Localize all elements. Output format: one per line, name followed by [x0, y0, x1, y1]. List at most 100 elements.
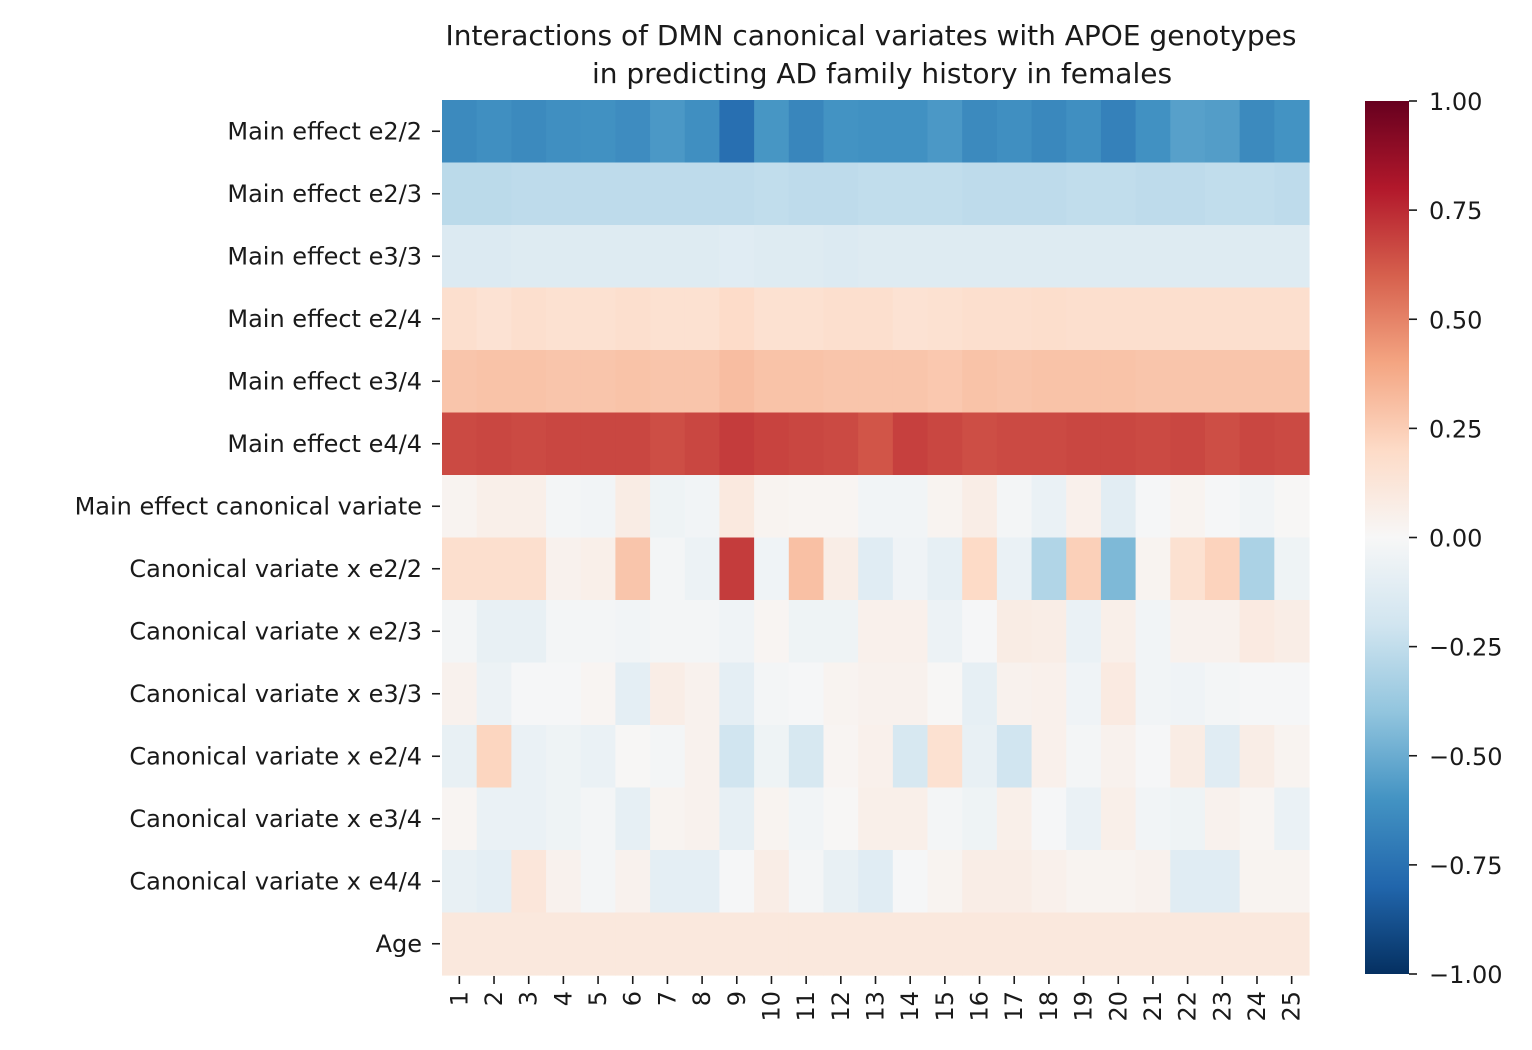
heatmap-cell: [927, 537, 963, 601]
heatmap-cell: [1031, 225, 1067, 289]
heatmap-cell: [1066, 912, 1102, 976]
heatmap-cell: [892, 850, 929, 914]
heatmap-cell: [892, 350, 929, 414]
heatmap-cell: [962, 225, 998, 289]
heatmap-cell: [684, 725, 721, 789]
heatmap-cell: [996, 475, 1033, 539]
heatmap-cell: [511, 225, 547, 289]
heatmap-cell: [1066, 100, 1102, 164]
heatmap-cell: [1031, 787, 1067, 851]
heatmap-cell: [927, 725, 963, 789]
heatmap-cell: [476, 350, 512, 414]
row-label: Canonical variate x e2/2: [129, 555, 422, 583]
heatmap-cell: [1135, 600, 1171, 664]
heatmap-cell: [892, 412, 929, 476]
heatmap-cell: [1204, 600, 1241, 664]
heatmap-cell: [927, 662, 963, 726]
heatmap-cell: [719, 662, 755, 726]
heatmap-cell: [754, 850, 790, 914]
column-label: 16: [966, 991, 994, 1022]
heatmap-cell: [858, 475, 894, 539]
heatmap-cell: [996, 162, 1033, 226]
heatmap-cell: [1274, 100, 1310, 164]
heatmap-cell: [511, 287, 547, 351]
heatmap-cells: [442, 100, 1310, 976]
heatmap-cell: [1239, 725, 1275, 789]
colorbar-tick-label: 1.00: [1429, 88, 1482, 116]
heatmap-cell: [442, 350, 478, 414]
heatmap-cell: [892, 662, 929, 726]
heatmap-cell: [962, 475, 998, 539]
heatmap-cell: [996, 537, 1033, 601]
heatmap-cell: [650, 662, 686, 726]
heatmap-cell: [823, 162, 859, 226]
heatmap-cell: [823, 350, 859, 414]
heatmap-cell: [442, 475, 478, 539]
heatmap-cell: [788, 287, 825, 351]
colorbar-tick-label: 0.50: [1429, 306, 1482, 334]
heatmap-cell: [1066, 537, 1102, 601]
heatmap-cell: [788, 787, 825, 851]
heatmap-cell: [1170, 787, 1206, 851]
heatmap-cell: [1135, 787, 1171, 851]
heatmap-cell: [754, 662, 790, 726]
heatmap-cell: [476, 912, 512, 976]
heatmap-cell: [546, 162, 582, 226]
heatmap-cell: [996, 787, 1033, 851]
heatmap-cell: [858, 912, 894, 976]
heatmap-cell: [476, 662, 512, 726]
heatmap-cell: [927, 100, 963, 164]
heatmap-cell: [546, 100, 582, 164]
heatmap-cell: [1239, 162, 1275, 226]
heatmap-cell: [546, 537, 582, 601]
heatmap-cell: [1066, 225, 1102, 289]
heatmap-cell: [1066, 412, 1102, 476]
heatmap-cell: [1135, 662, 1171, 726]
heatmap-cell: [719, 225, 755, 289]
row-label: Main effect e4/4: [227, 430, 422, 458]
column-label: 8: [688, 991, 716, 1006]
heatmap-cell: [892, 287, 929, 351]
heatmap-cell: [996, 662, 1033, 726]
heatmap-cell: [892, 225, 929, 289]
heatmap-cell: [684, 787, 721, 851]
heatmap-cell: [476, 725, 512, 789]
heatmap-cell: [1100, 600, 1137, 664]
heatmap-cell: [719, 412, 755, 476]
heatmap-cell: [1135, 225, 1171, 289]
heatmap-cell: [962, 662, 998, 726]
heatmap-cell: [719, 350, 755, 414]
heatmap-cell: [1031, 475, 1067, 539]
heatmap-cell: [511, 662, 547, 726]
heatmap-cell: [580, 537, 616, 601]
heatmap-cell: [650, 600, 686, 664]
heatmap-cell: [1170, 475, 1206, 539]
heatmap-cell: [1239, 225, 1275, 289]
heatmap-cell: [962, 725, 998, 789]
heatmap-cell: [511, 162, 547, 226]
row-label: Main effect e2/3: [227, 180, 422, 208]
heatmap-cell: [684, 850, 721, 914]
heatmap-cell: [962, 850, 998, 914]
heatmap-cell: [754, 475, 790, 539]
heatmap-cell: [684, 912, 721, 976]
heatmap-cell: [650, 350, 686, 414]
heatmap-cell: [892, 162, 929, 226]
heatmap-cell: [1031, 412, 1067, 476]
heatmap-cell: [650, 162, 686, 226]
heatmap-cell: [1031, 162, 1067, 226]
heatmap-cell: [823, 475, 859, 539]
heatmap-cell: [1170, 537, 1206, 601]
heatmap-cell: [962, 537, 998, 601]
heatmap-cell: [650, 912, 686, 976]
colorbar-ticks: 1.00 0.75 0.50 0.25 0.00 −0.25 −0.50 −0.75 −1.00: [1409, 88, 1503, 989]
heatmap-cell: [823, 100, 859, 164]
heatmap-cell: [858, 662, 894, 726]
heatmap-cell: [442, 412, 478, 476]
heatmap-cell: [442, 600, 478, 664]
heatmap-cell: [546, 850, 582, 914]
heatmap-cell: [684, 162, 721, 226]
row-label: Main effect canonical variate: [75, 492, 422, 520]
row-label: Canonical variate x e4/4: [129, 867, 422, 895]
heatmap-cell: [962, 787, 998, 851]
